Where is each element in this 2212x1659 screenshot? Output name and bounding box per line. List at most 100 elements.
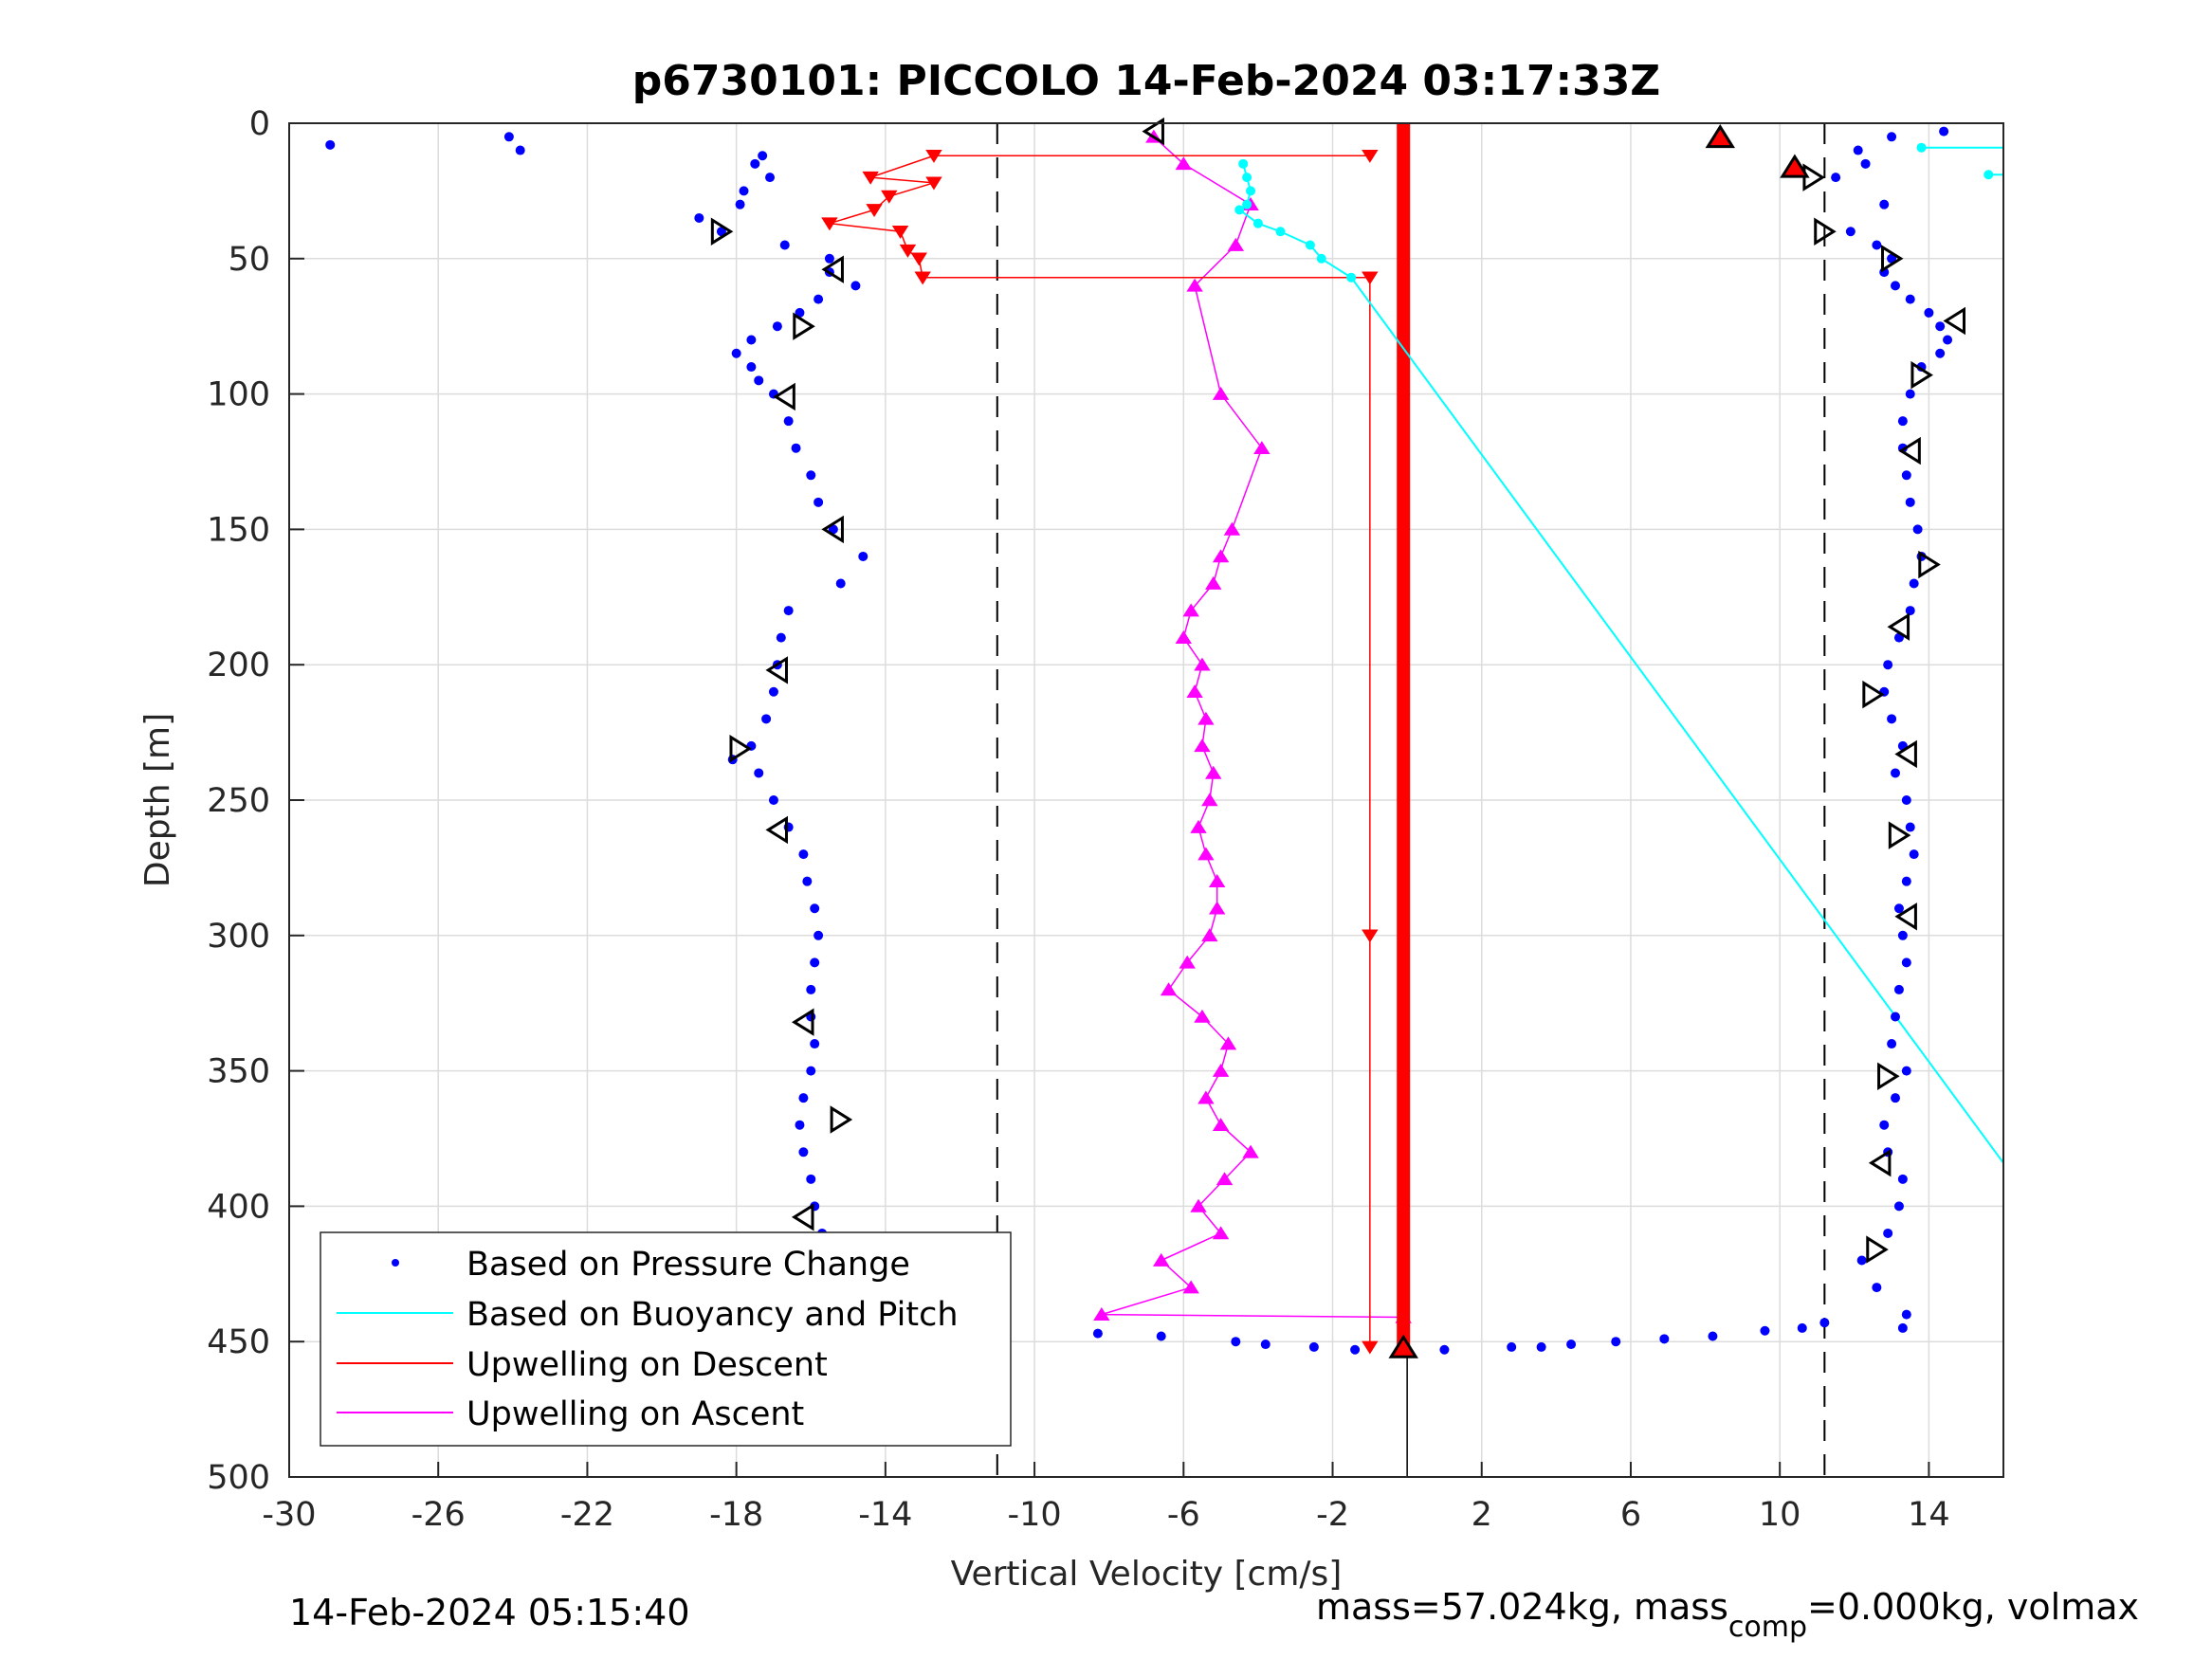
pressure-change-point (1935, 321, 1946, 332)
pressure-change-point (1891, 281, 1901, 291)
pressure-change-point (1872, 240, 1882, 250)
direction-marker (1894, 739, 1917, 769)
pressure-change-point (1536, 1341, 1546, 1352)
pressure-change-point (795, 1120, 805, 1130)
upwelling-descent-point (910, 252, 927, 266)
pressure-change-point (772, 321, 782, 332)
x-axis-label: Vertical Velocity [cm/s] (951, 1555, 1343, 1594)
pressure-change-point (765, 173, 776, 183)
pressure-change-point (1708, 1331, 1718, 1341)
y-axis-ticks: 0 50 100 150 200 250 300 350 400 450 500 (207, 105, 304, 1497)
buoyancy-pitch-point (1252, 218, 1263, 228)
pressure-change-point (1439, 1344, 1450, 1355)
pressure-change-point (1891, 1093, 1901, 1103)
pressure-change-point (1905, 294, 1915, 304)
pressure-change-point (1156, 1331, 1166, 1341)
upwelling-ascent-point (1182, 603, 1199, 617)
upwelling-descent-point (899, 244, 917, 258)
y-tick-label: 50 (228, 241, 270, 279)
legend: Based on Pressure Change Based on Buoyan… (320, 1231, 1012, 1447)
pressure-change-point (858, 551, 868, 561)
upwelling-ascent-point (1197, 711, 1215, 725)
upwelling-ascent-point (1182, 1280, 1199, 1294)
pressure-change-point (791, 443, 801, 453)
direction-marker (1898, 436, 1921, 465)
y-tick-label: 450 (207, 1323, 270, 1361)
pressure-change-point (1905, 497, 1915, 507)
upwelling-ascent-point (1194, 738, 1211, 753)
pressure-change-point (515, 145, 525, 155)
direction-marker (1894, 902, 1917, 931)
chart-title: p6730101: PICCOLO 14-Feb-2024 03:17:33Z (632, 57, 1660, 105)
upwelling-ascent-point (1186, 278, 1203, 292)
direction-marker (793, 312, 815, 340)
y-tick-label: 300 (207, 918, 270, 956)
pressure-change-point (1891, 768, 1901, 778)
pressure-change-point (1883, 660, 1893, 670)
red-marker (1780, 154, 1810, 178)
direction-marker (821, 255, 844, 283)
direction-marker (1910, 360, 1933, 390)
pressure-change-point (1905, 389, 1915, 399)
x-tick-label: -22 (560, 1496, 614, 1534)
upwelling-ascent-point (1175, 630, 1193, 644)
buoyancy-pitch-point (1246, 186, 1256, 196)
y-tick-label: 0 (249, 105, 270, 143)
pressure-change-point (735, 199, 745, 210)
x-tick-label: -30 (262, 1496, 316, 1534)
x-tick-label: -18 (709, 1496, 763, 1534)
x-tick-label: -6 (1167, 1496, 1200, 1534)
upwelling-ascent-point (1212, 1226, 1230, 1240)
footer-mass-text: mass=57.024kg, mass (1316, 1586, 1728, 1628)
upwelling-ascent-point (1223, 521, 1241, 536)
buoyancy-pitch-point (1346, 272, 1357, 283)
pressure-change-point (1760, 1325, 1770, 1336)
red-marker (1705, 124, 1735, 149)
pressure-change-point (1507, 1341, 1517, 1352)
upwelling-ascent-point (1190, 819, 1207, 833)
pressure-change-point (716, 227, 726, 237)
pressure-change-point (1308, 1341, 1319, 1352)
pressure-change-point (1939, 126, 1949, 137)
footer-mass-sub: comp (1728, 1611, 1807, 1644)
pressure-change-point (828, 524, 838, 535)
direction-marker (1866, 1235, 1889, 1264)
pressure-change-point (1566, 1340, 1577, 1350)
direction-marker (1888, 821, 1911, 849)
pressure-change-point (1901, 470, 1911, 481)
direction-marker (830, 1105, 853, 1134)
upwelling-ascent-point (1201, 928, 1218, 942)
direction-marker (791, 1203, 814, 1231)
upwelling-descent-point (881, 190, 898, 204)
upwelling-ascent-point (1201, 793, 1218, 807)
pressure-change-point (1611, 1337, 1621, 1347)
upwelling-ascent-point (1212, 549, 1230, 563)
x-tick-label: -26 (411, 1496, 466, 1534)
direction-marker (1880, 245, 1904, 273)
upwelling-ascent-point (1212, 386, 1230, 400)
pressure-change-point (1901, 1309, 1911, 1320)
buoyancy-pitch-point (1275, 227, 1286, 237)
x-tick-label: -10 (1008, 1496, 1062, 1534)
pressure-change-point (746, 335, 757, 345)
footer-mass-info: mass=57.024kg, masscomp=0.000kg, volmax (1316, 1586, 2139, 1644)
pressure-change-point (1893, 903, 1904, 914)
pressure-change-point (1905, 822, 1915, 832)
pressure-change-point (798, 849, 809, 860)
pressure-change-point (1831, 173, 1841, 183)
y-tick-label: 500 (207, 1459, 270, 1497)
upwelling-ascent-point (1205, 765, 1222, 779)
direction-marker (765, 656, 788, 684)
upwelling-ascent-point (1227, 237, 1245, 251)
pressure-change-point (1350, 1344, 1361, 1355)
upwelling-descent-point (1362, 1340, 1379, 1355)
upwelling-ascent-point (1212, 1118, 1230, 1132)
direction-marker (1142, 117, 1164, 146)
pressure-change-point (1879, 1120, 1890, 1130)
direction-marker (821, 515, 844, 544)
upwelling-ascent-point (1175, 156, 1193, 171)
pressure-change-point (739, 186, 749, 196)
pressure-change-point (802, 876, 813, 886)
legend-box (320, 1231, 1012, 1447)
